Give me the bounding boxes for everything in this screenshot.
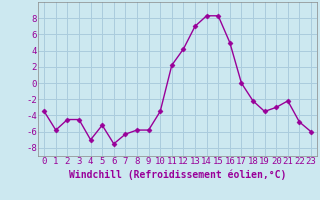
X-axis label: Windchill (Refroidissement éolien,°C): Windchill (Refroidissement éolien,°C) xyxy=(69,169,286,180)
